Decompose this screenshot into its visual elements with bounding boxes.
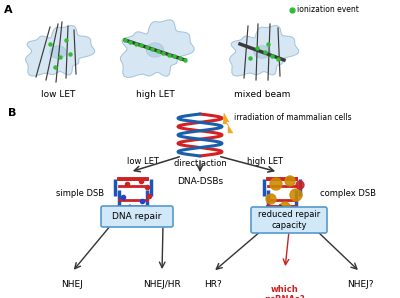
FancyBboxPatch shape (101, 206, 173, 227)
Text: direct action: direct action (174, 159, 226, 167)
Text: NHEJ?: NHEJ? (347, 280, 373, 289)
Circle shape (290, 189, 302, 201)
Circle shape (280, 202, 290, 212)
Text: B: B (8, 108, 16, 118)
Text: A: A (4, 5, 13, 15)
Text: NHEJ/HR: NHEJ/HR (143, 280, 181, 289)
Circle shape (296, 181, 304, 189)
Text: mixed beam: mixed beam (234, 90, 290, 99)
Polygon shape (223, 113, 233, 133)
Text: which
ncRNAs?: which ncRNAs? (265, 285, 305, 298)
Text: simple DSB: simple DSB (56, 189, 104, 198)
Text: low LET: low LET (41, 90, 75, 99)
Polygon shape (230, 25, 299, 76)
Text: NHEJ: NHEJ (61, 280, 83, 289)
Ellipse shape (254, 46, 270, 58)
Circle shape (285, 176, 295, 186)
Text: reduced repair
capacity: reduced repair capacity (258, 210, 320, 230)
Ellipse shape (50, 46, 66, 58)
Text: complex DSB: complex DSB (320, 189, 376, 198)
Circle shape (266, 194, 276, 204)
Text: ionization event: ionization event (297, 5, 359, 15)
Circle shape (270, 178, 282, 190)
FancyBboxPatch shape (251, 207, 327, 233)
Text: DNA repair: DNA repair (112, 212, 162, 221)
Text: low LET: low LET (127, 156, 159, 165)
Text: HR?: HR? (204, 280, 222, 289)
Ellipse shape (146, 43, 164, 57)
Polygon shape (26, 25, 95, 76)
Text: DNA-DSBs: DNA-DSBs (177, 178, 223, 187)
Text: high LET: high LET (136, 90, 174, 99)
Polygon shape (120, 20, 194, 77)
Text: irradiation of mammalian cells: irradiation of mammalian cells (234, 113, 352, 122)
Text: high LET: high LET (247, 156, 283, 165)
